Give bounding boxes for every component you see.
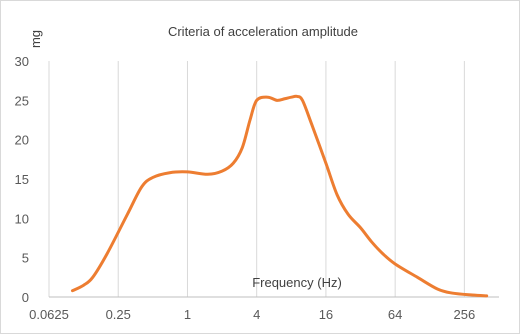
- y-tick-labels: 0 5 10 15 20 25 30: [15, 54, 29, 305]
- x-tick-label: 1: [184, 307, 191, 322]
- series-group: [70, 94, 489, 298]
- x-tick-label: 4: [253, 307, 260, 322]
- x-axis-label: Frequency (Hz): [252, 275, 342, 290]
- y-tick-label: 0: [22, 290, 29, 305]
- chart-title: Criteria of acceleration amplitude: [168, 24, 358, 39]
- series-line-0: [70, 94, 489, 298]
- x-tick-label: 256: [454, 307, 476, 322]
- y-axis-label: mg: [28, 30, 43, 48]
- x-tick-label: 0.25: [106, 307, 131, 322]
- x-tick-label: 16: [319, 307, 333, 322]
- y-tick-label: 5: [22, 251, 29, 266]
- x-tick-labels: 0.0625 0.25 1 4 16 64 256: [29, 307, 475, 322]
- y-tick-label: 20: [15, 133, 29, 148]
- x-tick-label: 64: [388, 307, 402, 322]
- y-tick-label: 30: [15, 54, 29, 69]
- grid-lines: [48, 61, 465, 297]
- x-tick-label: 0.0625: [29, 307, 69, 322]
- y-tick-label: 15: [15, 172, 29, 187]
- y-tick-label: 10: [15, 211, 29, 226]
- y-tick-label: 25: [15, 93, 29, 108]
